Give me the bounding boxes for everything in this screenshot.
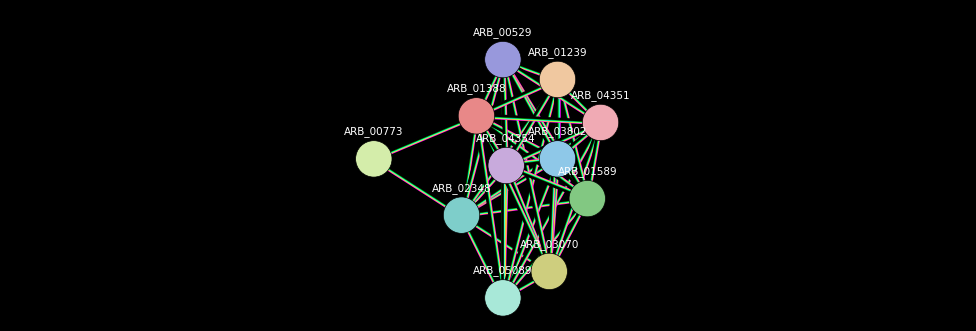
Text: ARB_01239: ARB_01239 xyxy=(528,47,588,58)
Circle shape xyxy=(583,104,619,141)
Text: ARB_05089: ARB_05089 xyxy=(473,265,533,276)
Circle shape xyxy=(540,141,576,177)
Text: ARB_00773: ARB_00773 xyxy=(345,126,403,137)
Text: ARB_03070: ARB_03070 xyxy=(519,239,579,250)
Text: ARB_01589: ARB_01589 xyxy=(557,166,617,177)
Circle shape xyxy=(531,253,567,290)
Text: ARB_00529: ARB_00529 xyxy=(473,27,533,38)
Circle shape xyxy=(458,98,495,134)
Text: ARB_04351: ARB_04351 xyxy=(571,90,630,101)
Circle shape xyxy=(485,41,521,78)
Circle shape xyxy=(540,61,576,98)
Circle shape xyxy=(485,280,521,316)
Circle shape xyxy=(488,147,524,184)
Text: ARB_01388: ARB_01388 xyxy=(447,83,507,94)
Circle shape xyxy=(355,141,392,177)
Text: ARB_04354: ARB_04354 xyxy=(476,133,536,144)
Circle shape xyxy=(443,197,480,233)
Circle shape xyxy=(569,180,605,217)
Text: ARB_03802: ARB_03802 xyxy=(528,126,588,137)
Text: ARB_02348: ARB_02348 xyxy=(431,183,491,194)
